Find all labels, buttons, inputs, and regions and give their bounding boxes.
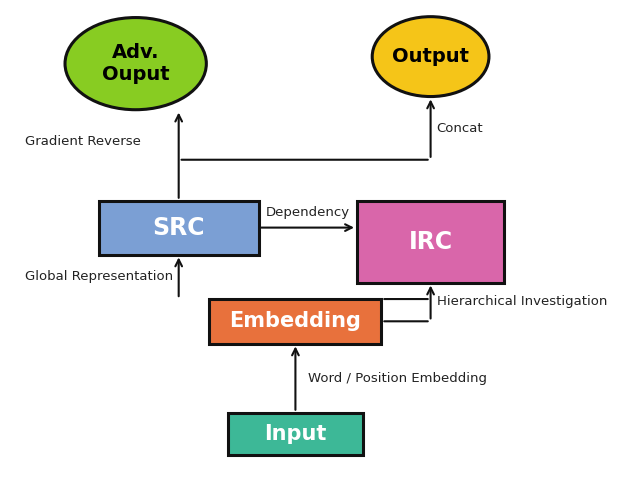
Ellipse shape — [65, 18, 206, 110]
Text: Hierarchical Investigation: Hierarchical Investigation — [436, 295, 607, 308]
Ellipse shape — [372, 17, 489, 97]
Text: Embedding: Embedding — [230, 311, 362, 331]
Text: Output: Output — [392, 47, 469, 66]
FancyBboxPatch shape — [99, 201, 259, 255]
Text: Concat: Concat — [436, 122, 483, 135]
Text: Word / Position Embedding: Word / Position Embedding — [308, 371, 486, 385]
Text: Adv.
Ouput: Adv. Ouput — [102, 43, 170, 84]
Text: Gradient Reverse: Gradient Reverse — [25, 135, 141, 148]
Text: SRC: SRC — [152, 216, 205, 240]
FancyBboxPatch shape — [209, 299, 381, 344]
Text: Input: Input — [264, 424, 326, 444]
Text: Dependency: Dependency — [266, 206, 350, 219]
FancyBboxPatch shape — [357, 201, 504, 283]
Text: Global Representation: Global Representation — [25, 270, 173, 284]
FancyBboxPatch shape — [228, 413, 363, 455]
Text: IRC: IRC — [408, 230, 452, 254]
